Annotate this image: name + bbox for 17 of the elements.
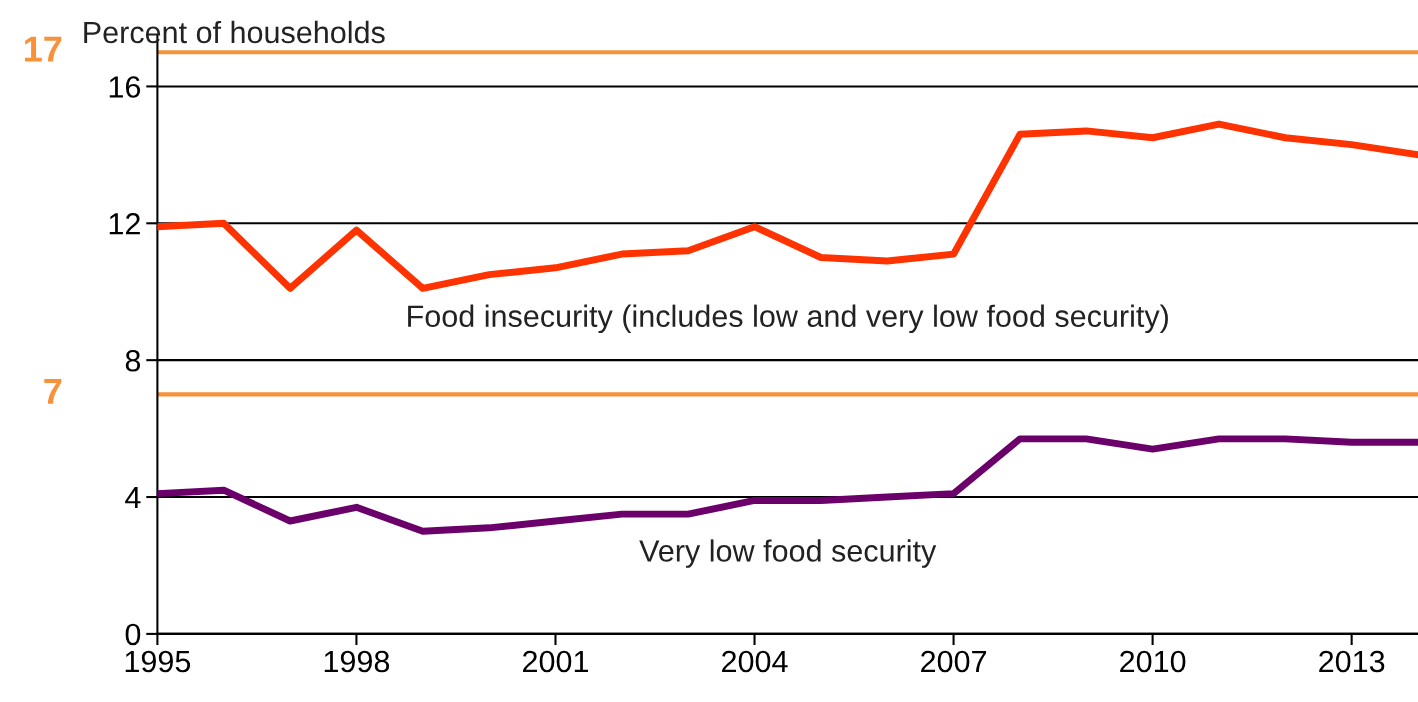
series-label: Food insecurity (includes low and very low food security): [408, 304, 1168, 334]
x-tick-label: 2001: [523, 650, 588, 673]
x-tick-label: 1995: [125, 650, 191, 673]
x-tick-label: 2010: [1120, 650, 1186, 673]
ref-line-label: 7: [44, 378, 62, 404]
y-tick-label: 16: [109, 76, 141, 98]
y-tick-label: 12: [109, 213, 140, 235]
x-tick-label: 2007: [921, 650, 987, 673]
ref-line-label: 17: [24, 36, 62, 62]
x-tick-label: 2013: [1319, 650, 1385, 673]
x-tick-label: 1998: [324, 650, 390, 673]
y-axis-title: Percent of households: [84, 20, 385, 44]
y-tick-label: 0: [125, 623, 141, 646]
x-tick-label: 2004: [722, 650, 788, 673]
y-tick-label: 4: [125, 487, 141, 509]
y-tick-label: 8: [125, 349, 141, 372]
series-label: Very low food security: [639, 539, 937, 568]
